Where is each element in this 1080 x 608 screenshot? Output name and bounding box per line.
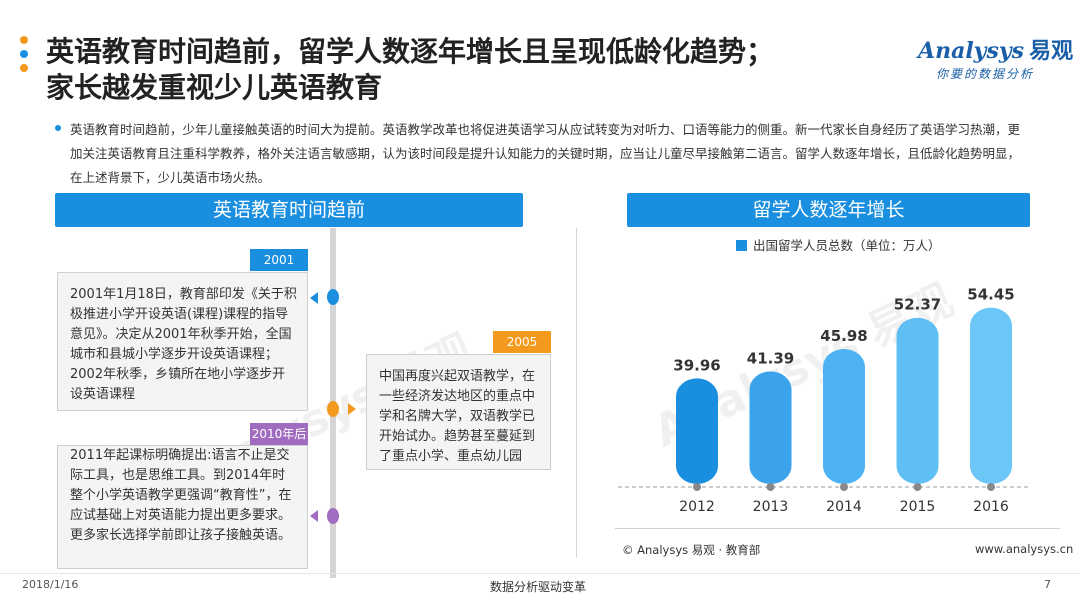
data-label-2016: 54.45 (967, 286, 1014, 304)
timeline-dot-2010 (327, 508, 339, 524)
website-link[interactable]: www.analysys.cn (975, 542, 1074, 556)
axis-dot-2015 (913, 483, 922, 491)
footer-rule (0, 573, 1080, 574)
tick-label-2016: 2016 (973, 499, 1009, 515)
intro-paragraph: 英语教育时间趋前，少年儿童接触英语的时间大为提前。英语教学改革也将促进英语学习从… (70, 122, 1021, 185)
data-label-2012: 39.96 (673, 356, 720, 374)
data-label-2015: 52.37 (894, 296, 941, 314)
footer-date: 2018/1/16 (22, 578, 79, 591)
bar-chart: 39.96 2012 41.39 2013 45.98 2014 52.37 2015 54.4… (618, 286, 1030, 515)
arrow-left-icon-2 (310, 510, 318, 522)
event-tag-2010: 2010年后 (250, 423, 308, 445)
left-banner: 英语教育时间趋前 (55, 193, 523, 227)
tick-label-2014: 2014 (826, 499, 862, 515)
data-label-2013: 41.39 (747, 349, 794, 367)
right-banner: 留学人数逐年增长 (627, 193, 1030, 227)
tick-label-2015: 2015 (900, 499, 936, 515)
dot-orange-2 (20, 64, 28, 72)
intro-bullet-icon (55, 125, 61, 131)
axis-dot-2012 (693, 483, 701, 491)
legend-swatch (736, 240, 747, 251)
footer-center: 数据分析驱动变革 (490, 580, 587, 594)
title-line-2: 家长越发重视少儿英语教育 (46, 71, 383, 104)
dot-blue (20, 50, 28, 58)
analysys-logo: Analysys 易观 你要的数据分析 (918, 33, 1073, 82)
logo-brand: nalysys (935, 38, 1025, 64)
axis-dot-2013 (766, 483, 775, 491)
chart-source: © Analysys 易观 · 教育部 (622, 543, 761, 557)
timeline-dot-2001 (327, 289, 339, 305)
event-tag-2001: 2001 (250, 249, 308, 271)
arrow-left-icon (310, 292, 318, 304)
bar-2012 (676, 378, 718, 484)
axis-dot-2016 (987, 483, 995, 491)
logo-brand-cn: 易观 (1029, 39, 1074, 64)
legend-label: 出国留学人员总数（单位：万人） (753, 238, 941, 253)
footer-page-number: 7 (1044, 578, 1051, 591)
title-dots (20, 36, 28, 78)
dot-orange (20, 36, 28, 44)
bar-2013 (749, 371, 792, 484)
bar-2015 (896, 317, 939, 484)
tick-label-2013: 2013 (753, 499, 789, 515)
event-card-2005: 中国再度兴起双语教学，在一些经济发达地区的重点中学和名牌大学，双语教学已开始试办… (366, 354, 551, 470)
title-line-1: 英语教育时间趋前，留学人数逐年增长且呈现低龄化趋势； (46, 35, 775, 68)
panel-divider (576, 228, 577, 558)
event-tag-2005: 2005 (493, 331, 551, 353)
bar-2014 (823, 348, 865, 484)
logo-a-mark: A (918, 38, 936, 64)
data-label-2014: 45.98 (820, 327, 867, 345)
arrow-right-icon (348, 403, 356, 415)
bar-2016 (970, 307, 1012, 484)
chart-legend: 出国留学人员总数（单位：万人） (736, 235, 941, 254)
logo-slogan: 你要的数据分析 (936, 67, 1035, 81)
chart-bottom-rule (615, 528, 1060, 529)
page-title: 英语教育时间趋前，留学人数逐年增长且呈现低龄化趋势； 家长越发重视少儿英语教育 (46, 34, 774, 106)
event-card-2010: 2011年起课标明确提出:语言不止是交际工具，也是思维工具。到2014年时整个小… (57, 445, 308, 569)
timeline-dot-2005 (327, 401, 339, 417)
axis-dot-2014 (840, 483, 848, 491)
tick-label-2012: 2012 (679, 499, 715, 515)
event-card-2001: 2001年1月18日，教育部印发《关于积极推进小学开设英语(课程)课程的指导意见… (57, 272, 308, 411)
